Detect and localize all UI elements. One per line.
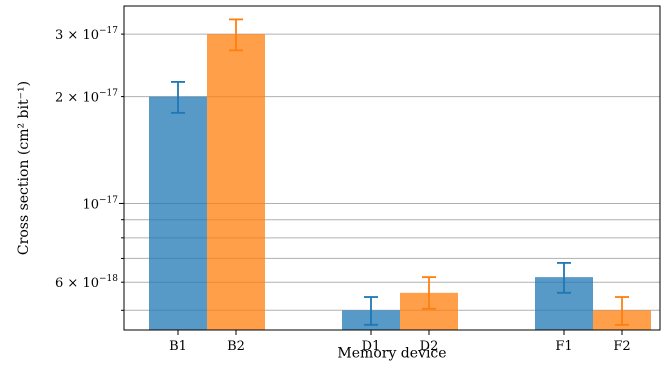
error-bar-f1 [557,261,571,294]
x-tick-label-f1: F1 [555,339,572,354]
bar-b1 [149,96,207,330]
y-tick-label: 10−17 [82,195,118,212]
bar-b2 [207,34,265,330]
x-axis-label: Memory device [337,346,446,362]
x-tick-label-d2: D2 [420,339,439,354]
error-bar-layer [171,18,629,326]
error-bar-b2 [229,18,243,52]
x-tick-label-b1: B1 [169,339,187,354]
y-axis-label: Cross section (cm² bit⁻¹) [16,81,32,255]
y-tick-label: 2 × 10−17 [55,89,118,106]
y-tick-label: 3 × 10−17 [55,26,118,43]
x-tick-label-d1: D1 [362,339,381,354]
x-tick-label-b2: B2 [227,339,245,354]
x-tick-label-f2: F2 [613,339,630,354]
error-bar-d2 [422,276,436,310]
error-bar-b1 [171,81,185,114]
y-tick-label: 6 × 10−18 [55,274,118,291]
error-bar-d1 [364,296,378,326]
plot-frame [123,5,661,331]
bar-layer [149,34,651,330]
y-tick-layer: 10−17 3 × 10−17 2 × 10−17 6 × 10−18 [55,26,124,311]
error-bar-f2 [615,296,629,326]
x-tick-layer: B1 B2 D1 D2 F1 F2 [169,330,631,354]
